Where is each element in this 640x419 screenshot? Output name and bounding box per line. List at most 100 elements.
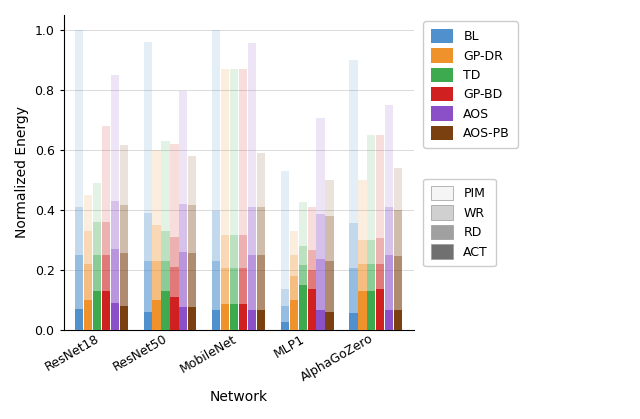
Bar (385, 105, 394, 207)
Bar (120, 253, 128, 305)
Bar (111, 249, 119, 303)
Bar (221, 235, 229, 268)
Bar (152, 225, 161, 261)
Bar (75, 30, 83, 207)
Bar (325, 216, 333, 261)
Bar (230, 304, 238, 330)
Bar (248, 44, 256, 207)
Bar (111, 75, 119, 201)
Bar (170, 266, 179, 297)
Bar (102, 126, 110, 222)
Bar (161, 141, 170, 231)
Bar (358, 240, 367, 264)
Bar (290, 231, 298, 255)
Bar (367, 135, 376, 240)
Bar (179, 91, 188, 204)
Bar (188, 307, 196, 330)
Bar (120, 305, 128, 330)
Bar (111, 201, 119, 249)
Bar (349, 268, 358, 313)
Bar (394, 256, 402, 310)
Bar (376, 135, 385, 238)
Bar (93, 255, 101, 291)
Bar (316, 310, 324, 330)
Bar (248, 255, 256, 310)
Bar (281, 322, 289, 330)
Bar (248, 207, 256, 255)
Bar (212, 30, 220, 211)
Bar (299, 265, 307, 285)
Bar (230, 268, 238, 304)
X-axis label: Network: Network (209, 390, 268, 404)
Bar (161, 231, 170, 261)
Bar (367, 291, 376, 330)
Bar (394, 310, 402, 330)
Bar (299, 285, 307, 330)
Y-axis label: Normalized Energy: Normalized Energy (15, 106, 29, 238)
Bar (358, 180, 367, 240)
Bar (349, 313, 358, 330)
Bar (385, 255, 394, 310)
Bar (212, 310, 220, 330)
Bar (299, 202, 307, 246)
Bar (221, 69, 229, 235)
Bar (257, 310, 265, 330)
Bar (257, 153, 265, 207)
Bar (290, 276, 298, 300)
Bar (325, 261, 333, 312)
Bar (188, 156, 196, 205)
Bar (257, 207, 265, 255)
Bar (376, 238, 385, 264)
Bar (376, 264, 385, 289)
Bar (188, 205, 196, 253)
Bar (308, 207, 316, 250)
Bar (179, 252, 188, 307)
Bar (152, 300, 161, 330)
Bar (230, 235, 238, 268)
Bar (120, 145, 128, 205)
Bar (161, 291, 170, 330)
Bar (394, 168, 402, 210)
Bar (385, 310, 394, 330)
Bar (239, 69, 247, 235)
Bar (349, 60, 358, 223)
Bar (170, 237, 179, 266)
Bar (325, 180, 333, 216)
Bar (84, 231, 92, 264)
Bar (281, 305, 289, 322)
Bar (248, 310, 256, 330)
Bar (152, 150, 161, 225)
Bar (93, 222, 101, 255)
Bar (239, 235, 247, 268)
Bar (152, 261, 161, 300)
Bar (239, 304, 247, 330)
Bar (212, 211, 220, 261)
Bar (170, 297, 179, 330)
Bar (316, 214, 324, 259)
Bar (367, 264, 376, 291)
Bar (376, 289, 385, 330)
Bar (308, 270, 316, 289)
Bar (84, 195, 92, 231)
Bar (93, 291, 101, 330)
Bar (290, 300, 298, 330)
Bar (120, 205, 128, 253)
Bar (102, 255, 110, 291)
Bar (179, 204, 188, 252)
Bar (143, 261, 152, 312)
Bar (93, 183, 101, 222)
Bar (367, 240, 376, 264)
Bar (394, 210, 402, 256)
Bar (299, 246, 307, 265)
Bar (316, 259, 324, 310)
Bar (143, 42, 152, 213)
Bar (221, 304, 229, 330)
Bar (325, 312, 333, 330)
Bar (102, 222, 110, 255)
Bar (281, 289, 289, 305)
Bar (349, 223, 358, 268)
Bar (230, 69, 238, 235)
Bar (316, 118, 324, 214)
Bar (161, 261, 170, 291)
Bar (290, 255, 298, 276)
